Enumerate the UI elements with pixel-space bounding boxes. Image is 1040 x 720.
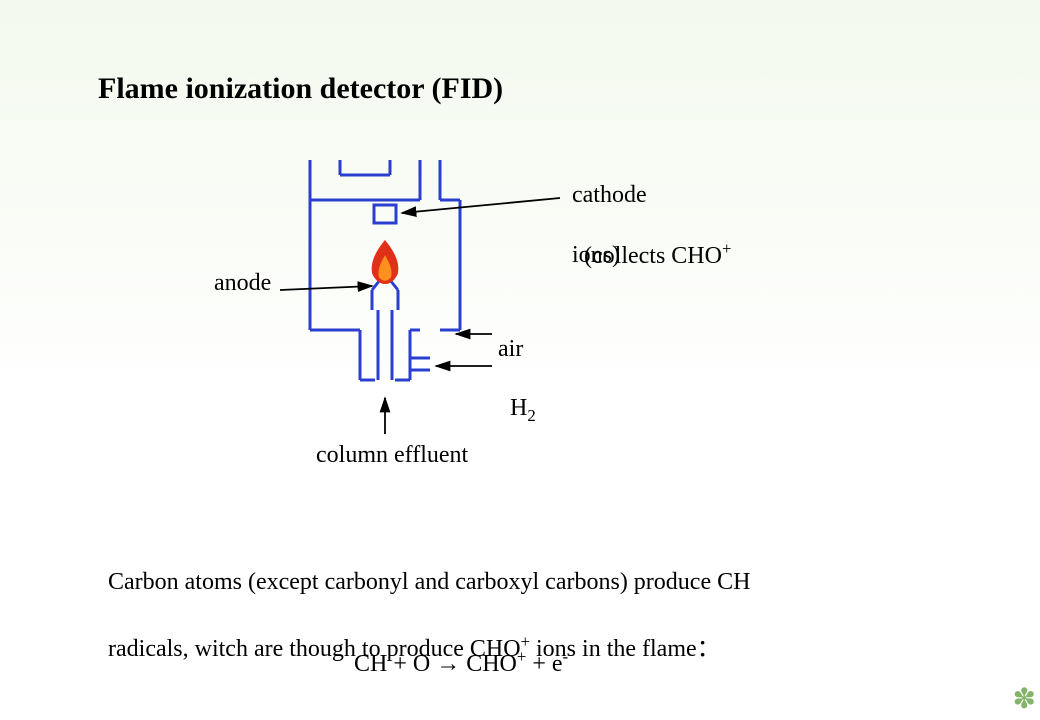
equation-sup2: - <box>563 647 569 666</box>
label-cathode-2-sup: + <box>722 239 731 258</box>
label-air: air <box>498 336 523 363</box>
label-cathode-3: ions) <box>572 242 620 269</box>
equation: CH + O → CHO+ + e- <box>342 620 568 678</box>
equation-b: + e <box>526 651 562 677</box>
label-h2: H2 <box>498 368 536 426</box>
leaf-icon: ✽ <box>1013 682 1036 716</box>
equation-sup1: + <box>517 647 526 666</box>
body-colon: ： <box>697 636 721 662</box>
label-anode: anode <box>214 270 271 297</box>
label-h2-sub: 2 <box>527 406 535 425</box>
label-h2-h: H <box>510 395 527 421</box>
label-column-effluent: column effluent <box>316 442 468 469</box>
equation-a: CH + O → CHO <box>354 651 517 677</box>
label-cathode-1: cathode <box>572 182 647 209</box>
body-line1: Carbon atoms (except carbonyl and carbox… <box>108 569 750 595</box>
